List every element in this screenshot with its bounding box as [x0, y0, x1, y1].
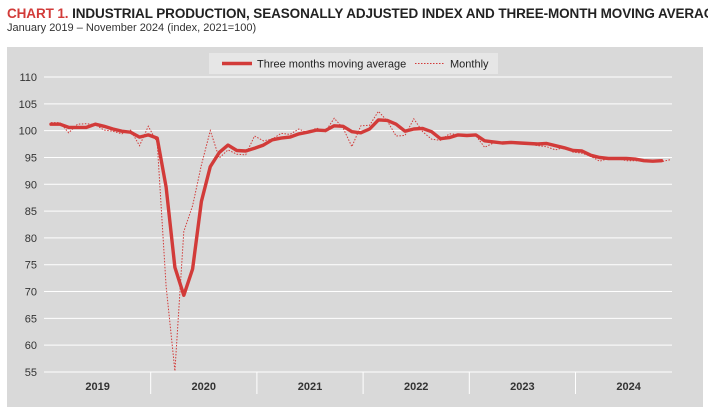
grid-lines [44, 76, 672, 373]
x-year-label: 2021 [298, 381, 322, 393]
y-tick-label: 75 [25, 260, 37, 272]
y-tick-label: 100 [19, 126, 37, 138]
series-lines [49, 110, 671, 371]
plot-background [7, 47, 703, 407]
y-tick-label: 105 [19, 99, 37, 111]
x-year-label: 2023 [510, 381, 534, 393]
chart-title-text: INDUSTRIAL PRODUCTION, SEASONALLY ADJUST… [72, 6, 708, 21]
legend-label-monthly: Monthly [450, 59, 489, 71]
y-tick-label: 85 [25, 206, 37, 218]
x-year-label: 2020 [192, 381, 216, 393]
title-block: CHART 1. INDUSTRIAL PRODUCTION, SEASONAL… [7, 6, 708, 34]
x-year-label: 2024 [616, 381, 641, 393]
x-axis: 2019 2020 2021 2022 2023 2024 [85, 372, 642, 394]
series-moving-average-line [49, 118, 664, 297]
y-tick-label: 95 [25, 152, 37, 164]
x-year-label: 2019 [85, 381, 109, 393]
legend-box [209, 53, 498, 74]
x-year-label: 2022 [404, 381, 428, 393]
chart-title: CHART 1. INDUSTRIAL PRODUCTION, SEASONAL… [7, 6, 708, 21]
y-tick-label: 110 [19, 72, 37, 84]
y-tick-label: 90 [25, 179, 37, 191]
legend-label-moving-average: Three months moving average [257, 59, 406, 71]
y-tick-label: 70 [25, 287, 37, 299]
y-tick-label: 55 [25, 367, 37, 379]
chart-subtitle: January 2019 – November 2024 (index, 202… [7, 22, 257, 34]
chart-title-lead: CHART 1. [7, 6, 69, 21]
y-tick-label: 65 [25, 313, 37, 325]
y-axis: 55 60 65 70 75 80 85 90 95 100 105 110 [19, 72, 37, 379]
legend: Three months moving average Monthly [209, 53, 498, 74]
y-tick-label: 60 [25, 340, 37, 352]
y-tick-label: 80 [25, 233, 37, 245]
